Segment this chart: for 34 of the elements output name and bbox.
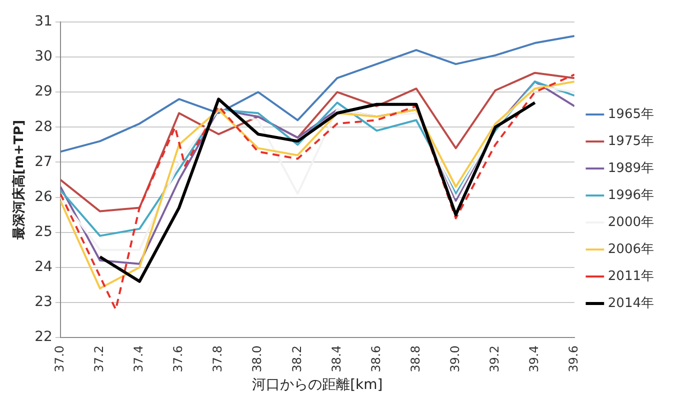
legend-label: 2011年 xyxy=(608,268,654,284)
y-tick-label: 25 xyxy=(34,224,52,240)
x-tick-label: 39.4 xyxy=(527,345,541,372)
x-tick-label: 38.6 xyxy=(368,345,383,372)
x-tick-label: 39.0 xyxy=(448,345,462,372)
y-tick-label: 31 xyxy=(34,14,52,30)
x-axis-title: 河口からの距離[km] xyxy=(252,377,383,394)
x-tick-label: 39.2 xyxy=(487,345,502,372)
y-tick-label: 27 xyxy=(34,154,52,170)
y-tick-label: 26 xyxy=(34,188,52,205)
x-tick-label: 38.2 xyxy=(290,345,304,372)
y-axis-title: 最深河床高[m+TP] xyxy=(11,120,28,241)
legend-label: 2000年 xyxy=(608,214,654,230)
x-tick-label: 38.4 xyxy=(329,345,344,372)
x-tick-label: 38.8 xyxy=(408,345,422,372)
x-tick-label: 37.8 xyxy=(210,345,225,372)
x-tick-label: 38.0 xyxy=(250,345,264,372)
legend-label: 1965年 xyxy=(608,106,654,122)
x-tick-label: 39.6 xyxy=(566,345,581,372)
legend-label: 1989年 xyxy=(608,160,654,176)
y-tick-label: 30 xyxy=(34,48,52,65)
y-tick-label: 24 xyxy=(34,259,52,276)
legend-label: 1975年 xyxy=(608,134,654,149)
y-tick-label: 23 xyxy=(34,294,52,310)
x-tick-label: 37.6 xyxy=(171,345,186,372)
legend-label: 1996年 xyxy=(608,188,654,203)
x-tick-label: 37.4 xyxy=(132,345,146,372)
y-tick-label: 29 xyxy=(34,84,52,100)
x-tick-label: 37.0 xyxy=(52,345,67,372)
y-tick-label: 28 xyxy=(34,118,52,135)
legend-label: 2006年 xyxy=(608,242,654,257)
x-tick-label: 37.2 xyxy=(92,345,106,372)
legend-label: 2014年 xyxy=(608,296,654,311)
y-tick-label: 22 xyxy=(34,329,52,346)
